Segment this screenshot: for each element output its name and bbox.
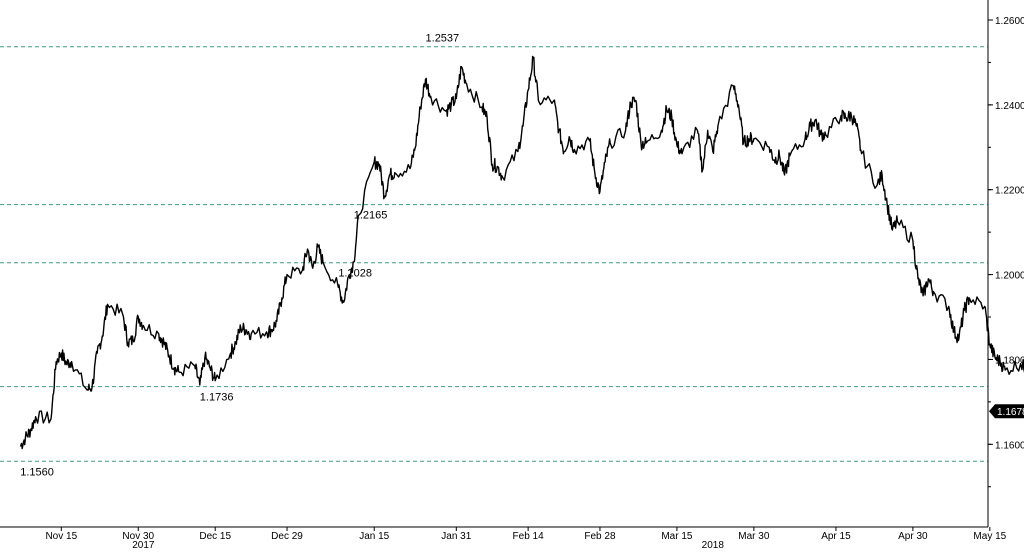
x-tick-label: Jan 31 — [441, 531, 471, 542]
x-tick-label: Apr 30 — [898, 531, 928, 542]
price-series — [19, 55, 1024, 450]
level-label-1.2165: 1.2165 — [354, 210, 388, 222]
reference-levels — [0, 46, 988, 462]
level-label-1.2028: 1.2028 — [338, 268, 372, 280]
last-value-label: 1.1678 — [997, 407, 1024, 418]
x-tick-label: Jan 15 — [359, 531, 389, 542]
last-value-badge — [989, 404, 1024, 419]
level-label-1.1560: 1.1560 — [20, 466, 54, 478]
x-tick-label: Feb 28 — [584, 531, 616, 542]
y-tick-label: 1.1600 — [995, 440, 1024, 451]
level-label-1.2537: 1.2537 — [426, 33, 460, 45]
x-tick-label: Apr 15 — [821, 531, 851, 542]
x-tick-label: Dec 15 — [199, 531, 231, 542]
x-tick-label: Nov 30 — [122, 531, 154, 542]
x-tick-label: Mar 30 — [738, 531, 770, 542]
x-tick-label: Nov 15 — [45, 531, 77, 542]
year-label-2017: 2017 — [132, 540, 155, 549]
y-tick-label: 1.2200 — [995, 186, 1024, 197]
y-tick-label: 1.2000 — [995, 271, 1024, 282]
annotations: 1.2537 1.2165 1.2028 1.1736 1.1560 — [20, 33, 459, 479]
x-tick-label: Feb 14 — [513, 531, 545, 542]
y-tick-label: 1.1800 — [995, 355, 1024, 366]
year-label-2018: 2018 — [702, 540, 725, 549]
x-tick-label: Dec 29 — [271, 531, 303, 542]
y-tick-label: 1.2600 — [995, 16, 1024, 27]
y-tick-label: 1.2400 — [995, 101, 1024, 112]
x-tick-label: Mar 15 — [661, 531, 693, 542]
series-line — [19, 55, 1024, 450]
x-tick-label: May 15 — [973, 531, 1006, 542]
level-label-1.1736: 1.1736 — [200, 392, 234, 404]
